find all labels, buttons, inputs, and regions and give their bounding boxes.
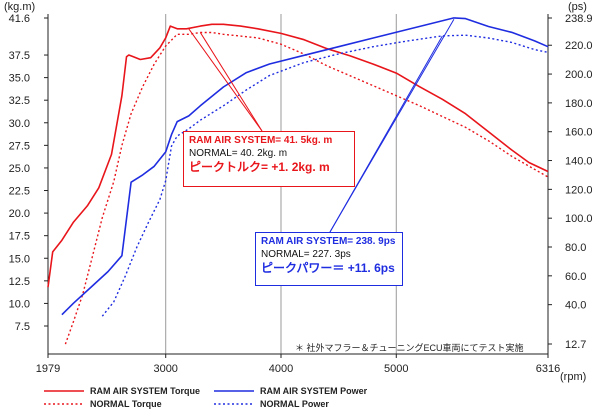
y-left-tick-label: 17.5 bbox=[9, 231, 30, 243]
series-line-ram-air-system-torque bbox=[47, 23, 549, 288]
y-right-tick-label: 12.7 bbox=[565, 339, 586, 351]
power-callout-box: RAM AIR SYSTEM= 238. 9ps NORMAL= 227. 3p… bbox=[255, 232, 403, 286]
y-right-tick-label: 120.0 bbox=[565, 184, 593, 196]
callout-pointers bbox=[188, 19, 455, 233]
series-line-ram-air-system-power bbox=[61, 17, 549, 316]
torque-callout-peak-diff: ピークトルク= +1. 2kg. m bbox=[189, 160, 330, 174]
legend-label-ram-torque: RAM AIR SYSTEM Torque bbox=[90, 386, 200, 396]
y-left-tick-label: 15.0 bbox=[9, 253, 30, 265]
y-left-tick-label: 25.0 bbox=[9, 163, 30, 175]
torque-callout-box: RAM AIR SYSTEM= 41. 5kg. m NORMAL= 40. 2… bbox=[183, 131, 355, 187]
legend-item-ram-power: RAM AIR SYSTEM Power bbox=[260, 386, 367, 396]
legend-swatches bbox=[44, 390, 254, 405]
y-left-tick-label: 7.5 bbox=[15, 321, 30, 333]
torque-pointer-line bbox=[188, 28, 263, 132]
legend-label-ram-power: RAM AIR SYSTEM Power bbox=[260, 386, 368, 396]
power-callout-ram-air: RAM AIR SYSTEM= 238. 9ps bbox=[261, 236, 396, 247]
y-left-tick-label: 20.0 bbox=[9, 208, 30, 220]
legend-label-normal-torque: NORMAL Torque bbox=[90, 399, 162, 409]
y-left-tick-label: 37.5 bbox=[9, 50, 30, 62]
y-right-unit-label: (ps) bbox=[568, 1, 587, 13]
x-unit-label: (rpm) bbox=[560, 371, 586, 383]
legend-label-normal-power: NORMAL Power bbox=[260, 399, 329, 409]
y-right-tick-label: 80.0 bbox=[565, 242, 586, 254]
y-right-tick-label: 200.0 bbox=[565, 69, 593, 81]
y-left-tick-label: 30.0 bbox=[9, 118, 30, 130]
x-tick-label: 6316 bbox=[536, 363, 560, 375]
axes-layer bbox=[47, 14, 549, 355]
y-right-tick-label: 160.0 bbox=[565, 127, 593, 139]
x-tick-label: 4000 bbox=[269, 363, 293, 375]
torque-pointer-line bbox=[199, 32, 263, 132]
y-left-tick-label: 35.0 bbox=[9, 73, 30, 85]
y-left-tick-label: 10.0 bbox=[9, 298, 30, 310]
x-tick-labels: 1979 3000 4000 5000 6316 bbox=[36, 354, 560, 375]
series-line-normal-torque bbox=[64, 31, 549, 345]
y-right-tick-labels: 238.9 220.0 200.0 180.0 160.0 140.0 120.0 100.0… bbox=[548, 13, 593, 351]
x-tick-label: 1979 bbox=[36, 363, 60, 375]
y-left-tick-labels: 41.6 37.5 35.0 32.5 30.0 27.5 25.0 22.5 20.0 17.5… bbox=[9, 13, 48, 333]
torque-callout-normal: NORMAL= 40. 2kg. m bbox=[189, 147, 288, 159]
y-left-tick-label: 12.5 bbox=[9, 276, 30, 288]
y-right-tick-label: 238.9 bbox=[565, 13, 593, 25]
y-right-tick-label: 100.0 bbox=[565, 213, 593, 225]
y-right-tick-label: 60.0 bbox=[565, 271, 586, 283]
power-callout-peak-diff: ピークパワー＝ +11. 6ps bbox=[261, 261, 395, 275]
y-right-tick-label: 180.0 bbox=[565, 98, 593, 110]
power-callout-normal: NORMAL= 227. 3ps bbox=[261, 248, 351, 260]
torque-callout-ram-air: RAM AIR SYSTEM= 41. 5kg. m bbox=[189, 135, 333, 146]
y-left-tick-label: 41.6 bbox=[9, 13, 30, 25]
legend-item-normal-power: NORMAL Power bbox=[260, 399, 329, 409]
test-condition-note: ＊ 社外マフラー＆チューニングECU車両にてテスト実施 bbox=[295, 343, 524, 353]
y-left-tick-label: 27.5 bbox=[9, 140, 30, 152]
x-tick-label: 5000 bbox=[384, 363, 408, 375]
legend-item-normal-torque: NORMAL Torque bbox=[90, 399, 162, 409]
y-left-tick-label: 32.5 bbox=[9, 95, 30, 107]
legend-item-ram-torque: RAM AIR SYSTEM Torque bbox=[90, 386, 200, 396]
y-right-tick-label: 40.0 bbox=[565, 300, 586, 312]
y-left-unit-label: (kg.m) bbox=[4, 1, 35, 13]
y-right-tick-label: 220.0 bbox=[565, 40, 593, 52]
series-layer bbox=[47, 17, 549, 345]
y-right-tick-label: 140.0 bbox=[565, 156, 593, 168]
power-pointer-line bbox=[329, 19, 455, 233]
x-tick-label: 3000 bbox=[153, 363, 177, 375]
series-line-normal-power bbox=[101, 34, 549, 317]
y-left-tick-label: 22.5 bbox=[9, 186, 30, 198]
